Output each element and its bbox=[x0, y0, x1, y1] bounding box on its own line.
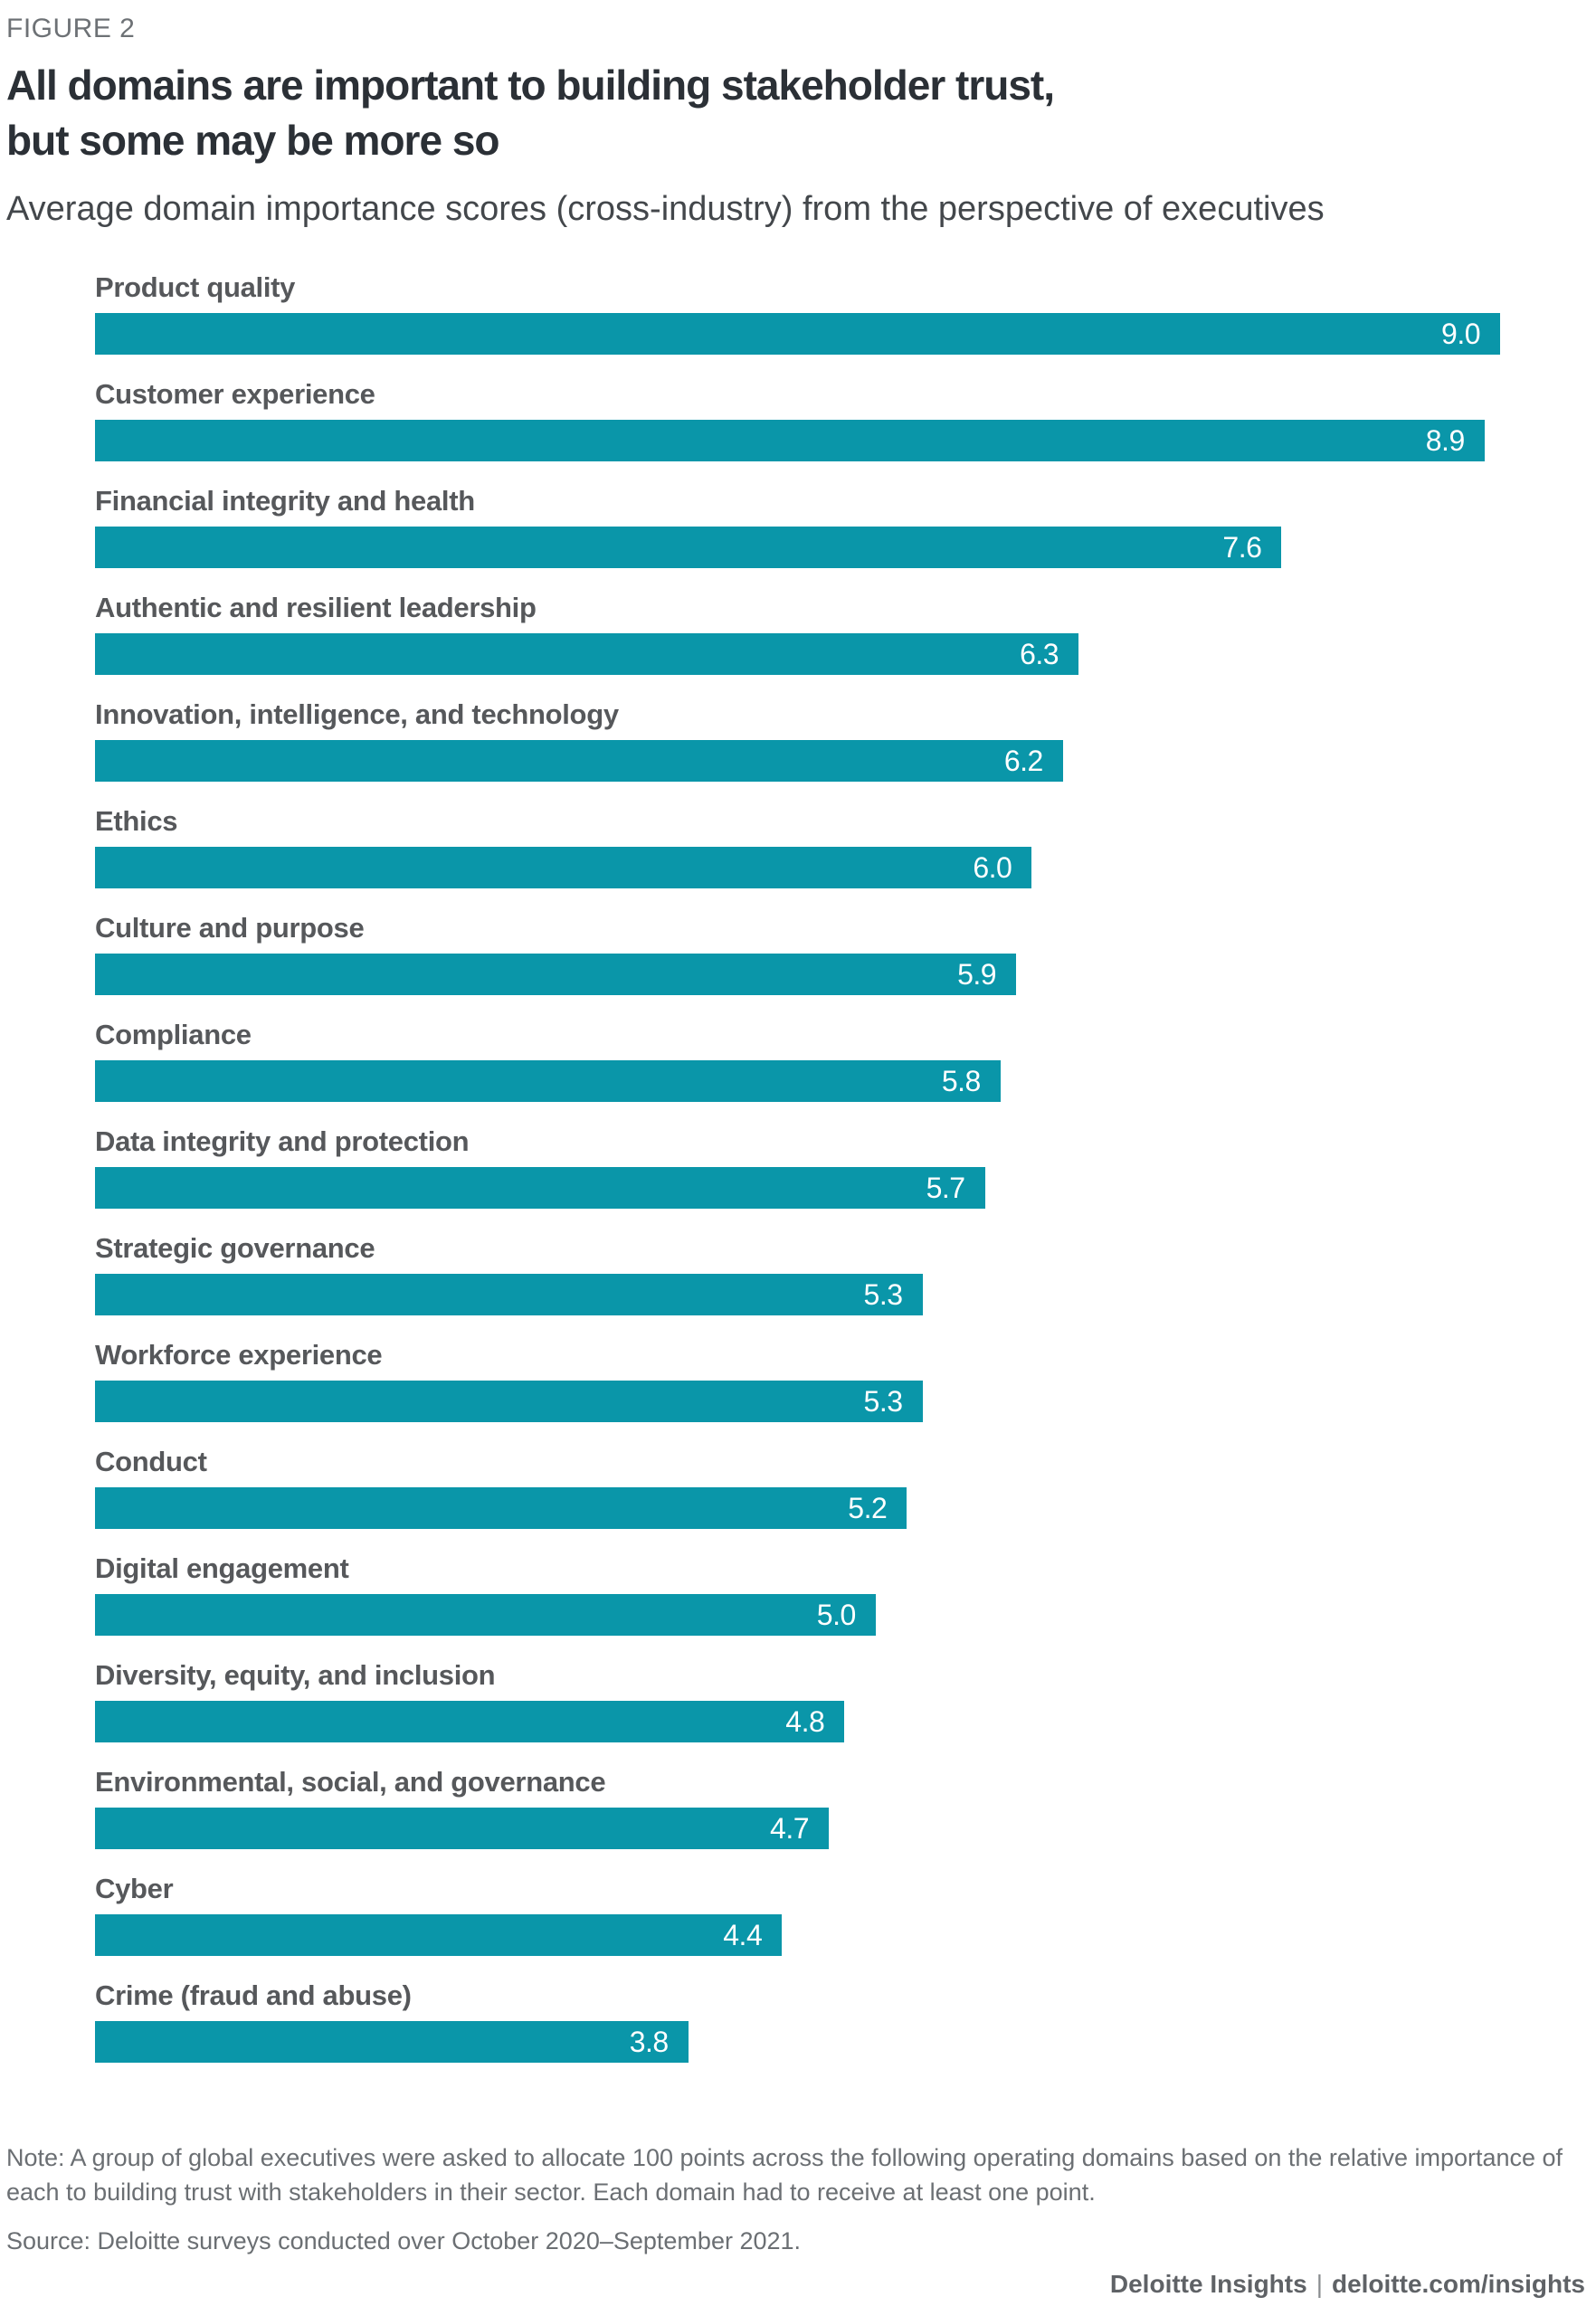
bar-value-label: 5.3 bbox=[863, 1384, 903, 1418]
bar: 6.3 bbox=[95, 633, 1079, 675]
bar-value-label: 6.0 bbox=[973, 850, 1012, 884]
bar: 5.2 bbox=[95, 1487, 907, 1529]
bar-track: 4.4 bbox=[95, 1914, 1500, 1956]
bar-value-label: 5.7 bbox=[926, 1171, 965, 1204]
bar-category-label: Innovation, intelligence, and technology bbox=[95, 698, 619, 730]
bar-track: 6.3 bbox=[95, 633, 1500, 675]
bar-track: 5.9 bbox=[95, 954, 1500, 995]
bar-track: 5.2 bbox=[95, 1487, 1500, 1529]
bar-category-label: Authentic and resilient leadership bbox=[95, 592, 537, 623]
bar-row: Cyber 4.4 bbox=[95, 1871, 1500, 1956]
bar-value-label: 5.0 bbox=[816, 1598, 856, 1631]
bar-row: Compliance 5.8 bbox=[95, 1017, 1500, 1102]
bar-value-label: 6.2 bbox=[1003, 744, 1043, 777]
bar-category-label: Culture and purpose bbox=[95, 912, 365, 944]
bar-row: Ethics 6.0 bbox=[95, 803, 1500, 888]
bar: 5.9 bbox=[95, 954, 1017, 995]
bar-track: 6.2 bbox=[95, 740, 1500, 782]
bar-value-label: 4.8 bbox=[785, 1704, 825, 1738]
bar: 4.7 bbox=[95, 1808, 829, 1849]
source-text: Source: Deloitte surveys conducted over … bbox=[6, 2227, 802, 2254]
bar: 4.4 bbox=[95, 1914, 783, 1956]
bar-track: 4.7 bbox=[95, 1808, 1500, 1849]
publisher-footer: Deloitte Insights | deloitte.com/insights bbox=[6, 2269, 1585, 2300]
bar: 5.0 bbox=[95, 1594, 876, 1636]
bar-category-label: Cyber bbox=[95, 1873, 174, 1904]
bar-row: Customer experience 8.9 bbox=[95, 376, 1500, 461]
bar-track: 6.0 bbox=[95, 847, 1500, 888]
bar-value-label: 5.3 bbox=[863, 1277, 903, 1311]
bar-row: Diversity, equity, and inclusion 4.8 bbox=[95, 1657, 1500, 1742]
bar-row: Innovation, intelligence, and technology… bbox=[95, 697, 1500, 782]
bar-value-label: 6.3 bbox=[1020, 637, 1059, 670]
bar-category-label: Digital engagement bbox=[95, 1552, 349, 1584]
bar-value-label: 7.6 bbox=[1222, 530, 1262, 564]
bar-row: Data integrity and protection 5.7 bbox=[95, 1124, 1500, 1209]
bar-category-label: Ethics bbox=[95, 805, 178, 837]
bar-category-label: Customer experience bbox=[95, 378, 375, 410]
bar-track: 5.3 bbox=[95, 1274, 1500, 1315]
bar-category-label: Conduct bbox=[95, 1446, 207, 1477]
chart-title-line2: but some may be more so bbox=[6, 117, 499, 164]
bar-value-label: 5.9 bbox=[957, 957, 997, 991]
bar-row: Environmental, social, and governance 4.7 bbox=[95, 1764, 1500, 1849]
chart-title-line1: All domains are important to building st… bbox=[6, 62, 1055, 109]
bar-row: Workforce experience 5.3 bbox=[95, 1337, 1500, 1422]
bar-row: Crime (fraud and abuse) 3.8 bbox=[95, 1978, 1500, 2063]
chart-title: All domains are important to building st… bbox=[6, 58, 1596, 168]
bar-category-label: Workforce experience bbox=[95, 1339, 383, 1371]
bar: 9.0 bbox=[95, 313, 1500, 355]
figure-number-label: FIGURE 2 bbox=[6, 14, 136, 43]
bar: 7.6 bbox=[95, 527, 1282, 568]
chart-subtitle: Average domain importance scores (cross-… bbox=[6, 190, 1325, 228]
bar-value-label: 5.2 bbox=[848, 1491, 888, 1524]
bar: 5.7 bbox=[95, 1167, 985, 1209]
bar: 4.8 bbox=[95, 1701, 845, 1742]
bar: 5.3 bbox=[95, 1274, 923, 1315]
bar-row: Digital engagement 5.0 bbox=[95, 1551, 1500, 1636]
bar: 6.0 bbox=[95, 847, 1032, 888]
bar-track: 7.6 bbox=[95, 527, 1500, 568]
bar-value-label: 8.9 bbox=[1425, 423, 1465, 457]
bar-row: Culture and purpose 5.9 bbox=[95, 910, 1500, 995]
bar-row: Strategic governance 5.3 bbox=[95, 1230, 1500, 1315]
bar-track: 5.3 bbox=[95, 1381, 1500, 1422]
bar-row: Product quality 9.0 bbox=[95, 270, 1500, 355]
bar: 8.9 bbox=[95, 420, 1485, 461]
bar-category-label: Financial integrity and health bbox=[95, 485, 475, 517]
publisher-brand: Deloitte Insights bbox=[1109, 2270, 1307, 2298]
bar-category-label: Crime (fraud and abuse) bbox=[95, 1979, 412, 2011]
bar: 5.3 bbox=[95, 1381, 923, 1422]
bar-category-label: Strategic governance bbox=[95, 1232, 375, 1264]
bar-category-label: Data integrity and protection bbox=[95, 1125, 470, 1157]
bar-row: Authentic and resilient leadership 6.3 bbox=[95, 590, 1500, 675]
bar-category-label: Diversity, equity, and inclusion bbox=[95, 1659, 496, 1691]
bar-track: 8.9 bbox=[95, 420, 1500, 461]
bar-category-label: Compliance bbox=[95, 1019, 252, 1050]
bar: 5.8 bbox=[95, 1060, 1001, 1102]
bar-value-label: 3.8 bbox=[629, 2025, 669, 2058]
footer-separator: | bbox=[1316, 2270, 1323, 2298]
bar-category-label: Product quality bbox=[95, 271, 296, 303]
bar-category-label: Environmental, social, and governance bbox=[95, 1766, 606, 1798]
bar-track: 3.8 bbox=[95, 2021, 1500, 2063]
bar-track: 9.0 bbox=[95, 313, 1500, 355]
bar: 6.2 bbox=[95, 740, 1063, 782]
bar-value-label: 4.7 bbox=[770, 1811, 809, 1845]
note-text: Note: A group of global executives were … bbox=[6, 2144, 1563, 2206]
bar-row: Conduct 5.2 bbox=[95, 1444, 1500, 1529]
bar-track: 5.7 bbox=[95, 1167, 1500, 1209]
chart-notes: Note: A group of global executives were … bbox=[6, 2140, 1592, 2300]
bar-value-label: 9.0 bbox=[1441, 317, 1480, 350]
bar-chart: Product quality 9.0 Customer experience 8.9… bbox=[95, 270, 1500, 2063]
bar-track: 4.8 bbox=[95, 1701, 1500, 1742]
bar-row: Financial integrity and health 7.6 bbox=[95, 483, 1500, 568]
bar-track: 5.8 bbox=[95, 1060, 1500, 1102]
bar-value-label: 5.8 bbox=[941, 1064, 981, 1097]
bar-track: 5.0 bbox=[95, 1594, 1500, 1636]
bar-value-label: 4.4 bbox=[723, 1918, 763, 1951]
bar: 3.8 bbox=[95, 2021, 689, 2063]
publisher-site: deloitte.com/insights bbox=[1331, 2270, 1585, 2298]
